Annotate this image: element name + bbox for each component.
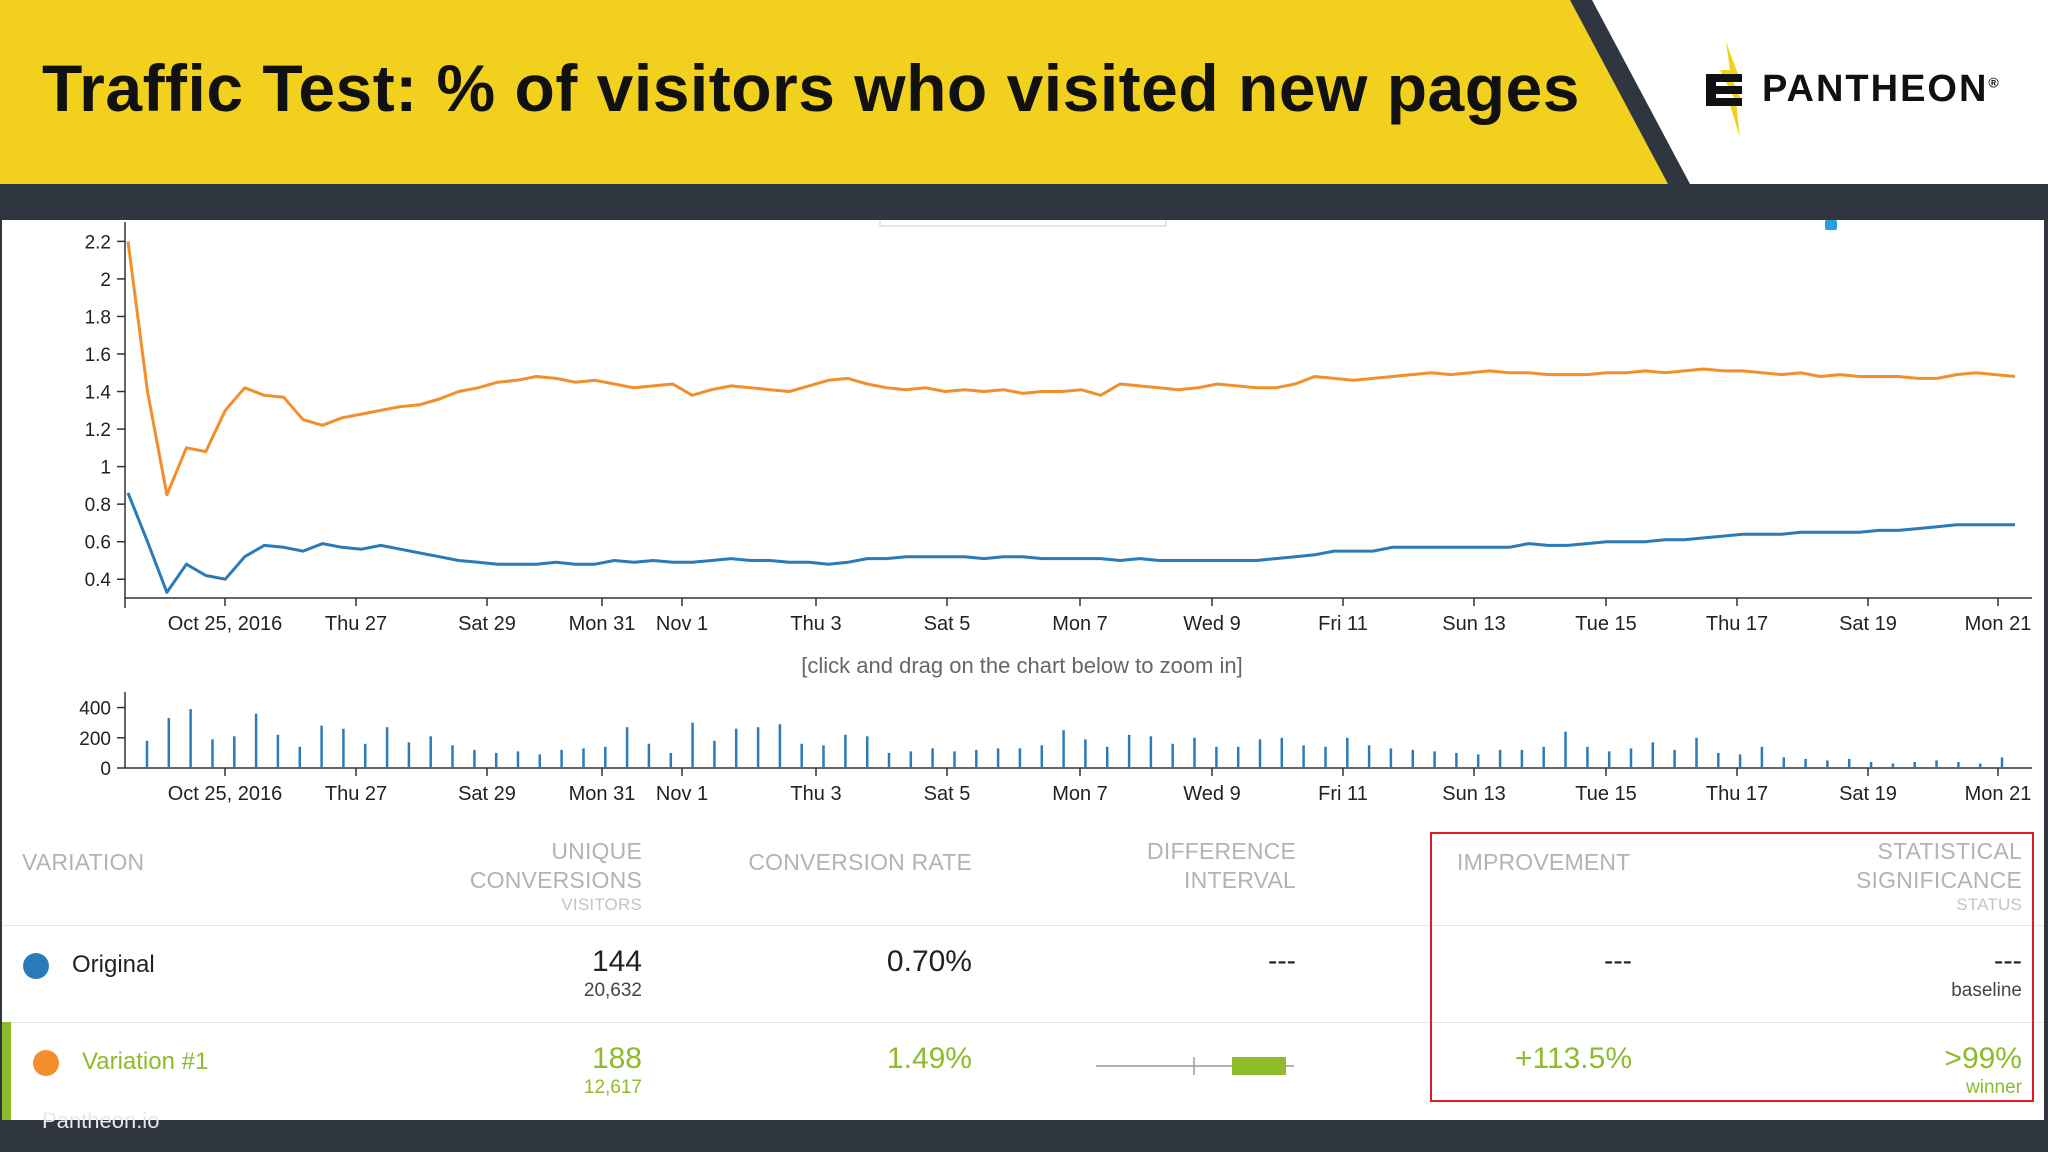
y-tick-label: 1.4 [85, 383, 112, 404]
col-improvement-header: IMPROVEMENT [1457, 849, 1631, 875]
row-name: Original [72, 951, 155, 978]
row-conversions: 144 [591, 945, 642, 978]
x-tick-label: Mon 7 [1052, 613, 1108, 635]
row-visitors: 20,632 [583, 980, 642, 1001]
row-rate: 0.70% [886, 945, 972, 978]
x-tick-label: Oct 25, 2016 [168, 613, 283, 635]
x-tick-label: Mon 21 [1965, 613, 2032, 635]
row-significance: >99% [1944, 1042, 2022, 1075]
mini-x-tick-label: Sat 29 [458, 783, 516, 805]
x-tick-label: Thu 3 [790, 613, 841, 635]
results-table: VARIATION UNIQUE CONVERSIONS VISITORS CO… [2, 815, 2044, 1120]
row-visitors: 12,617 [583, 1077, 642, 1098]
pantheon-wordmark: PANTHEON® [1762, 68, 1999, 110]
charts-area[interactable]: 2.2 2 1.8 1.6 1.4 1.2 1 0.8 0.6 0.4 Oct 25, 2016 Th… [2, 220, 2044, 815]
mini-x-tick-label: Fri 11 [1318, 783, 1368, 805]
mini-y-tick-label: 0 [100, 759, 111, 780]
y-tick-label: 1.8 [85, 307, 111, 328]
row-divider [2, 1022, 2044, 1023]
footer-url: Pantheon.io [42, 1108, 160, 1133]
y-tick-label: 1.6 [85, 345, 111, 366]
zoom-selector-stub [879, 220, 1167, 227]
y-tick-label: 0.6 [85, 533, 111, 554]
y-tick-label: 1 [100, 458, 111, 479]
row-name: Variation #1 [82, 1048, 209, 1075]
x-tick-label: Sat 29 [458, 613, 516, 635]
slide-title: Traffic Test: % of visitors who visited … [42, 51, 1580, 125]
mini-x-tick-label: Mon 7 [1052, 783, 1108, 805]
x-tick-label: Thu 27 [325, 613, 387, 635]
y-tick-label: 1.2 [85, 420, 111, 441]
difference-interval-bar [1096, 1057, 1294, 1075]
mini-x-tick-label: Tue 15 [1575, 783, 1637, 805]
mini-y-tick-label: 200 [79, 729, 111, 750]
mini-x-tick-label: Nov 1 [656, 783, 708, 805]
series-line-orange [126, 241, 2016, 497]
x-tick-label: Sun 13 [1442, 613, 1505, 635]
row-status: baseline [1951, 980, 2022, 1001]
col-variation-header: VARIATION [22, 849, 145, 875]
row-improvement: --- [1604, 945, 1632, 976]
title-banner [0, 0, 1680, 184]
x-tick-label: Sat 5 [924, 613, 971, 635]
variation-color-dot [33, 1050, 59, 1076]
pantheon-bolt-icon [1706, 42, 1742, 138]
row-significance: --- [1994, 945, 2022, 976]
x-tick-label: Thu 17 [1706, 613, 1768, 635]
mini-x-tick-label: Mon 31 [569, 783, 636, 805]
zoom-handle-icon [1825, 220, 1837, 230]
mini-x-tick-label: Sat 19 [1839, 783, 1897, 805]
overview-bar-chart: 400 200 0 Oct 25, 2016 Thu 27 Sat 29 Mon 31 Nov… [79, 692, 2032, 805]
footer-bar [0, 1120, 2048, 1152]
mini-x-tick-label: Sun 13 [1442, 783, 1505, 805]
x-tick-label: Sat 19 [1839, 613, 1897, 635]
results-panel: 2.2 2 1.8 1.6 1.4 1.2 1 0.8 0.6 0.4 Oct 25, 2016 Th… [2, 220, 2044, 1120]
x-tick-label: Fri 11 [1318, 613, 1368, 635]
x-tick-label: Nov 1 [656, 613, 708, 635]
row-improvement: +113.5% [1514, 1042, 1632, 1075]
y-tick-label: 2 [100, 270, 111, 291]
highlight-box [1430, 832, 2034, 1102]
zoom-hint: [click and drag on the chart below to zo… [801, 653, 1242, 678]
col-rate-header: CONVERSION RATE [748, 849, 972, 875]
mini-x-tick-label: Mon 21 [1965, 783, 2032, 805]
mini-x-tick-label: Thu 3 [790, 783, 841, 805]
mini-x-tick-label: Oct 25, 2016 [168, 783, 283, 805]
mini-x-tick-label: Thu 27 [325, 783, 387, 805]
row-status: winner [1966, 1077, 2022, 1098]
y-tick-label: 0.4 [85, 570, 112, 591]
mini-x-tick-label: Sat 5 [924, 783, 971, 805]
col-conversions-header: UNIQUE CONVERSIONS VISITORS [469, 838, 642, 914]
header-row-divider [2, 925, 2044, 926]
mini-x-tick-label: Wed 9 [1183, 783, 1240, 805]
x-tick-label: Mon 31 [569, 613, 636, 635]
header-dark-bar [0, 184, 2048, 220]
mini-x-tick-label: Thu 17 [1706, 783, 1768, 805]
pantheon-logo: PANTHEON® [1700, 40, 2040, 140]
y-tick-label: 0.8 [85, 495, 111, 516]
row-conversions: 188 [591, 1042, 642, 1075]
y-tick-label: 2.2 [85, 232, 111, 253]
col-significance-header: STATISTICAL SIGNIFICANCE STATUS [1856, 838, 2022, 914]
col-difference-header: DIFFERENCE INTERVAL [1147, 838, 1296, 893]
row-rate: 1.49% [886, 1042, 972, 1075]
original-color-dot [23, 953, 49, 979]
x-tick-label: Tue 15 [1575, 613, 1637, 635]
x-tick-label: Wed 9 [1183, 613, 1240, 635]
row-difference: --- [1268, 945, 1296, 976]
series-line-blue [126, 492, 2015, 594]
main-line-chart: 2.2 2 1.8 1.6 1.4 1.2 1 0.8 0.6 0.4 Oct 25, 2016 Th… [85, 222, 2032, 635]
winner-accent-bar [2, 1022, 11, 1120]
mini-y-tick-label: 400 [79, 699, 111, 720]
